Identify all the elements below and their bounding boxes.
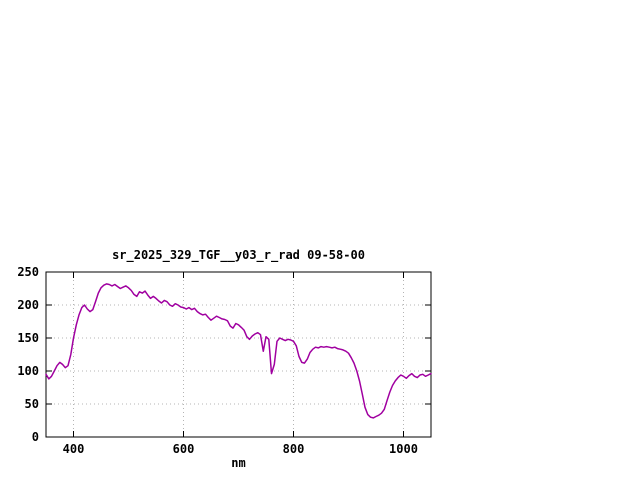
x-tick-label: 800 — [283, 442, 305, 456]
y-tick-label: 50 — [25, 397, 39, 411]
y-tick-label: 0 — [32, 430, 39, 444]
plot-border — [45, 271, 432, 438]
x-axis-label: nm — [231, 456, 246, 470]
plot-title: sr_2025_329_TGF__y03_r_rad 09-58-00 — [112, 248, 365, 262]
x-tick-label: 600 — [173, 442, 195, 456]
y-tick-label: 150 — [17, 331, 39, 345]
x-tick-label: 400 — [63, 442, 85, 456]
y-tick-label: 200 — [17, 298, 39, 312]
x-tick-label: 1000 — [389, 442, 418, 456]
y-tick-label: 250 — [17, 265, 39, 279]
y-tick-label: 100 — [17, 364, 39, 378]
spectrum-series-line — [45, 283, 432, 419]
